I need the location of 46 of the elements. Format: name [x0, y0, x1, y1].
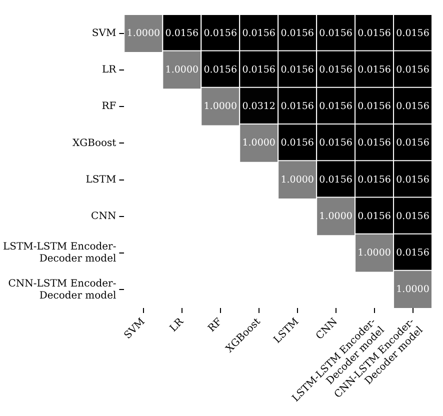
data-label: 0.0156: [396, 28, 430, 39]
data-label: 1.0000: [396, 284, 430, 296]
data-label: 0.0156: [242, 28, 276, 39]
data-label: 0.0156: [358, 210, 391, 222]
data-label: 0.0156: [396, 64, 430, 76]
data-label: 1.0000: [319, 210, 352, 222]
data-label: 0.0156: [280, 28, 314, 39]
data-label: 0.0156: [358, 138, 391, 149]
data-label: 0.0156: [358, 174, 391, 186]
y-tick-label: SVM: [92, 28, 116, 39]
data-label: 0.0156: [319, 138, 352, 149]
data-label: 0.0156: [242, 64, 276, 76]
data-label: 0.0156: [165, 28, 199, 39]
data-label: 0.0156: [280, 64, 314, 76]
data-label: 0.0312: [242, 101, 276, 112]
data-label: 1.0000: [358, 248, 391, 259]
x-tick-label: RF: [206, 316, 224, 334]
y-tick-label: CNN-LSTM Encoder- Decoder model: [8, 278, 116, 302]
data-label: 0.0156: [319, 28, 352, 39]
data-label: 0.0156: [204, 28, 238, 39]
data-label: 0.0156: [358, 28, 391, 39]
data-label: 0.0156: [396, 210, 430, 222]
data-label: 1.0000: [126, 28, 160, 39]
y-tick-label: LSTM-LSTM Encoder- Decoder model: [2, 242, 116, 265]
data-label: 1.0000: [165, 64, 199, 76]
y-tick-label: LSTM: [86, 174, 116, 186]
data-label: 0.0156: [319, 64, 352, 76]
y-tick-label: CNN: [91, 211, 116, 222]
data-label: 0.0156: [358, 64, 391, 76]
data-label: 0.0156: [319, 174, 352, 186]
data-label: 0.0156: [358, 101, 391, 112]
x-tick-label: LR: [168, 316, 186, 334]
data-label: 0.0156: [280, 101, 314, 112]
data-label: 0.0156: [396, 174, 430, 186]
data-label: 1.0000: [280, 174, 314, 186]
data-label: 0.0156: [396, 138, 430, 149]
y-tick-label: XGBoost: [72, 138, 116, 149]
data-label: 0.0156: [319, 101, 352, 112]
data-label: 1.0000: [242, 138, 276, 149]
data-label: 1.0000: [204, 101, 238, 112]
y-tick-label: RF: [102, 101, 116, 112]
data-label: 0.0156: [204, 64, 238, 76]
data-label: 0.0156: [280, 138, 314, 149]
y-tick-label: LR: [102, 64, 117, 76]
data-label: 0.0156: [396, 101, 430, 112]
data-label: 0.0156: [396, 248, 430, 259]
